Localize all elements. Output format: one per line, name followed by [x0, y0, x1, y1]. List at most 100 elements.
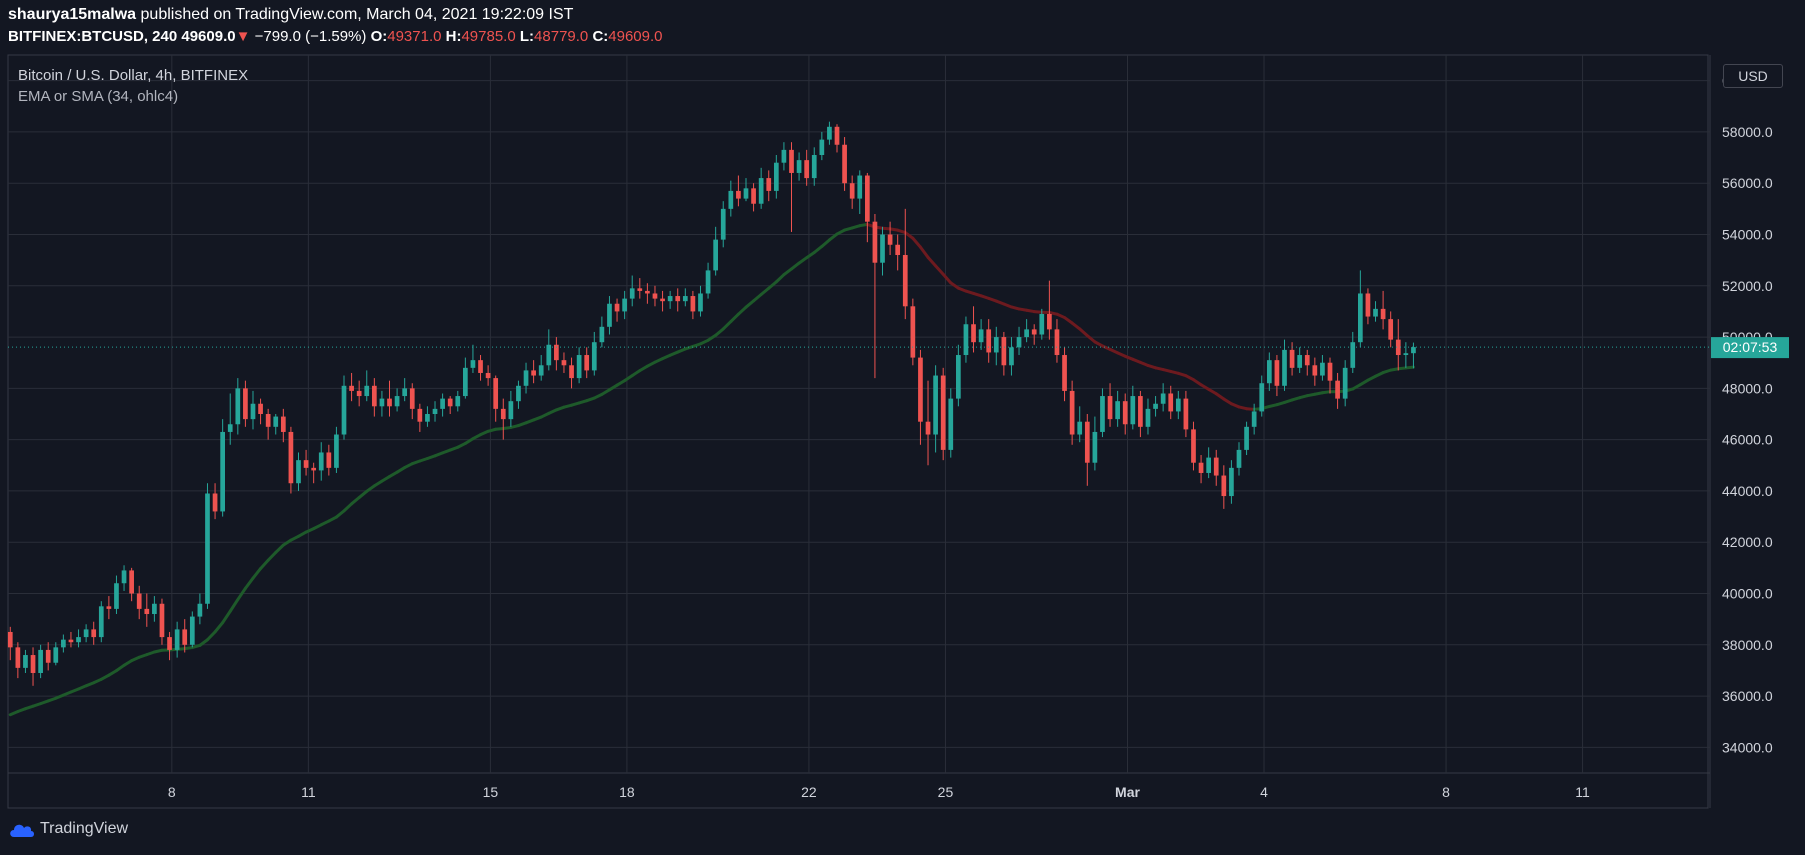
candle-body — [1001, 337, 1007, 366]
price-tick-label: 46000.0 — [1722, 432, 1773, 448]
ema-segment — [259, 558, 270, 571]
candle-body — [1122, 401, 1128, 425]
ema-segment — [1404, 365, 1415, 370]
time-axis[interactable]: 8 11 15 18 22 25 Mar 4 8 11 — [168, 784, 1590, 800]
low-label: L: — [519, 28, 535, 45]
ema-segment — [334, 509, 346, 519]
candle-body — [1039, 313, 1045, 335]
candle-body — [288, 431, 294, 484]
candle-body — [326, 452, 332, 468]
candle-body — [1380, 308, 1386, 320]
candle-body — [1138, 396, 1143, 427]
candle-body — [1084, 421, 1090, 463]
ema-segment — [714, 327, 725, 337]
time-tick-label: Mar — [1115, 784, 1140, 800]
ema-segment — [949, 281, 960, 290]
price-axis[interactable]: 34000.0 36000.0 38000.0 40000.0 42000.0 44000… — [1722, 73, 1773, 756]
candle-body — [796, 160, 802, 173]
candle-body — [250, 403, 256, 420]
candle-body — [1145, 408, 1151, 427]
candle-body — [1198, 462, 1204, 473]
ema-segment — [1070, 321, 1082, 331]
candle-body — [1342, 367, 1348, 399]
candle-body — [455, 396, 461, 407]
ema-segment — [918, 245, 930, 259]
candle-body — [523, 370, 529, 386]
countdown-label: 02:07:53 — [1723, 339, 1778, 355]
candle-body — [1411, 347, 1416, 354]
candle-body — [781, 149, 787, 163]
currency-button[interactable]: USD — [1723, 64, 1783, 88]
time-tick-label: 25 — [938, 784, 954, 800]
indicator-legend[interactable]: EMA or SMA (34, ohlc4) — [18, 88, 179, 105]
ema-segment — [782, 267, 793, 277]
candle-body — [554, 344, 559, 361]
time-tick-label: 22 — [801, 784, 817, 800]
candle-body — [493, 378, 499, 409]
ema-segment — [623, 374, 634, 383]
candle-body — [1403, 353, 1409, 356]
candle-body — [864, 175, 870, 222]
candle-body — [356, 390, 362, 397]
ema-segment — [729, 312, 740, 324]
candle-body — [1031, 329, 1037, 335]
candles — [7, 121, 1416, 686]
candle-body — [993, 337, 999, 353]
candle-body — [508, 401, 514, 420]
candle-body — [440, 398, 445, 409]
price-tick-label: 52000.0 — [1722, 278, 1773, 294]
candle-body — [83, 629, 89, 638]
candle-body — [880, 234, 885, 263]
chart-legend-title[interactable]: Bitcoin / U.S. Dollar, 4h, BITFINEX — [18, 67, 249, 84]
last-price: 49609.0 — [181, 28, 236, 45]
published-text: published on TradingView.com, March 04, … — [140, 6, 574, 23]
candle-body — [1016, 337, 1022, 348]
candle-body — [417, 408, 423, 422]
candle-body — [857, 175, 863, 199]
candle-body — [1266, 360, 1272, 384]
candle-body — [334, 434, 339, 468]
candle-body — [68, 639, 74, 643]
candle-body — [159, 603, 165, 638]
ema-segment — [228, 598, 240, 613]
candle-body — [167, 637, 172, 650]
candle-body — [910, 306, 916, 358]
candle-body — [1100, 396, 1105, 432]
ema-segment — [274, 543, 285, 554]
ema-segment — [911, 236, 922, 249]
candle-body — [1304, 355, 1310, 366]
candle-body — [1024, 329, 1029, 338]
candle-body — [1213, 457, 1219, 476]
candle-body — [925, 421, 931, 435]
candle-body — [682, 296, 688, 302]
author-name[interactable]: shaurya15malwa — [8, 6, 137, 23]
ema-segment — [767, 280, 778, 290]
candle-body — [1175, 398, 1181, 412]
candle-body — [591, 342, 597, 371]
candle-body — [751, 188, 756, 204]
candle-body — [227, 424, 233, 432]
ema-segment — [941, 272, 953, 285]
candle-body — [599, 326, 605, 343]
candle-body — [933, 375, 938, 435]
candle-body — [698, 293, 703, 312]
ema-segment — [350, 496, 361, 506]
ema-segment — [759, 286, 771, 297]
candle-body — [371, 385, 377, 407]
candle-body — [258, 403, 263, 414]
tradingview-logo[interactable]: TradingView — [8, 820, 128, 838]
publish-info: shaurya15malwa published on TradingView.… — [8, 6, 573, 24]
ema-segment — [266, 550, 278, 562]
candle-body — [296, 460, 301, 484]
ema-segment — [243, 576, 255, 590]
candle-body — [546, 344, 552, 366]
price-tick-label: 34000.0 — [1722, 739, 1773, 755]
time-tick-label: 8 — [1442, 784, 1450, 800]
candle-body — [645, 290, 650, 294]
down-arrow-icon: ▼ — [235, 28, 251, 45]
candle-body — [902, 255, 908, 307]
candle-body — [447, 398, 453, 407]
candle-body — [956, 355, 961, 399]
candle-body — [1054, 329, 1060, 356]
